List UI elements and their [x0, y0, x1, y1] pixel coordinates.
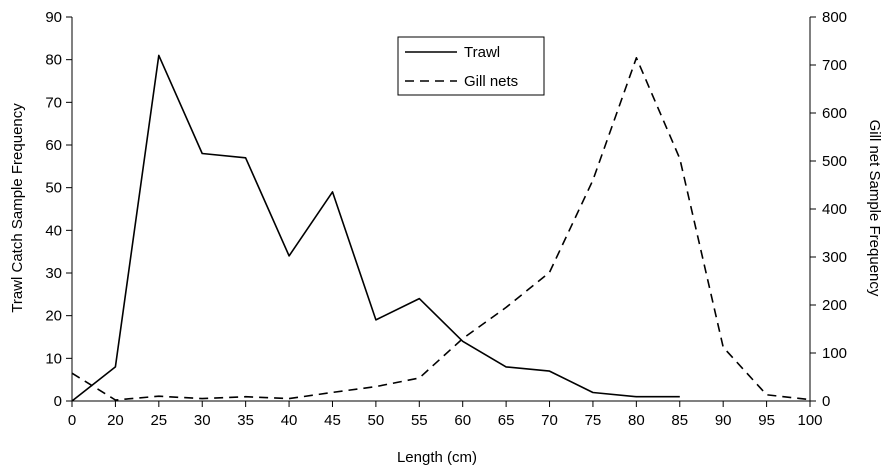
x-tick-label: 0 — [68, 412, 76, 429]
x-tick-label: 65 — [498, 412, 515, 429]
series-lines — [71, 54, 811, 402]
y-right-tick-label: 200 — [822, 297, 847, 314]
y-left-tick-label: 10 — [45, 350, 62, 367]
x-tick-label: 90 — [715, 412, 732, 429]
x-tick-label: 60 — [454, 412, 471, 429]
y-right-tick-label: 600 — [822, 105, 847, 122]
y-left-tick-label: 50 — [45, 180, 62, 197]
legend: Trawl Gill nets — [397, 36, 545, 96]
x-tick-label: 20 — [107, 412, 124, 429]
y-right-tick-label: 100 — [822, 345, 847, 362]
y-left-tick-label: 80 — [45, 52, 62, 69]
y-right-tick-label: 800 — [822, 9, 847, 26]
x-axis-title: Length (cm) — [397, 449, 477, 466]
y-left-tick-label: 60 — [45, 137, 62, 154]
x-tick-label: 40 — [281, 412, 298, 429]
ticks: 0 20 25 30 35 40 45 50 55 60 65 70 75 80 85 90 95 1000102… — [45, 9, 847, 429]
y-axis-right-title: Gill net Sample Frequency — [866, 120, 881, 297]
x-tick-label: 30 — [194, 412, 211, 429]
y-left-tick-label: 20 — [45, 308, 62, 325]
y-left-tick-label: 0 — [54, 393, 62, 410]
x-tick-label: 55 — [411, 412, 428, 429]
x-tick-label: 100 — [797, 412, 822, 429]
y-left-tick-label: 40 — [45, 222, 62, 239]
y-right-tick-label: 400 — [822, 201, 847, 218]
x-tick-label: 35 — [237, 412, 254, 429]
legend-label-gill-nets: Gill nets — [464, 73, 518, 90]
y-left-tick-label: 90 — [45, 9, 62, 26]
y-left-tick-label: 70 — [45, 94, 62, 111]
x-tick-label: 25 — [150, 412, 167, 429]
x-tick-label: 75 — [585, 412, 602, 429]
x-tick-label: 95 — [758, 412, 775, 429]
y-right-tick-label: 300 — [822, 249, 847, 266]
y-right-tick-label: 500 — [822, 153, 847, 170]
x-tick-label: 85 — [671, 412, 688, 429]
legend-box — [397, 36, 545, 96]
series-line-trawl — [71, 54, 680, 402]
y-left-tick-label: 30 — [45, 265, 62, 282]
x-tick-label: 50 — [368, 412, 385, 429]
x-tick-label: 80 — [628, 412, 645, 429]
y-axis-left-title: Trawl Catch Sample Frequency — [9, 103, 26, 313]
legend-label-trawl: Trawl — [464, 44, 500, 61]
y-right-tick-label: 700 — [822, 57, 847, 74]
x-tick-label: 45 — [324, 412, 341, 429]
y-right-tick-label: 0 — [822, 393, 830, 410]
x-tick-label: 70 — [541, 412, 558, 429]
